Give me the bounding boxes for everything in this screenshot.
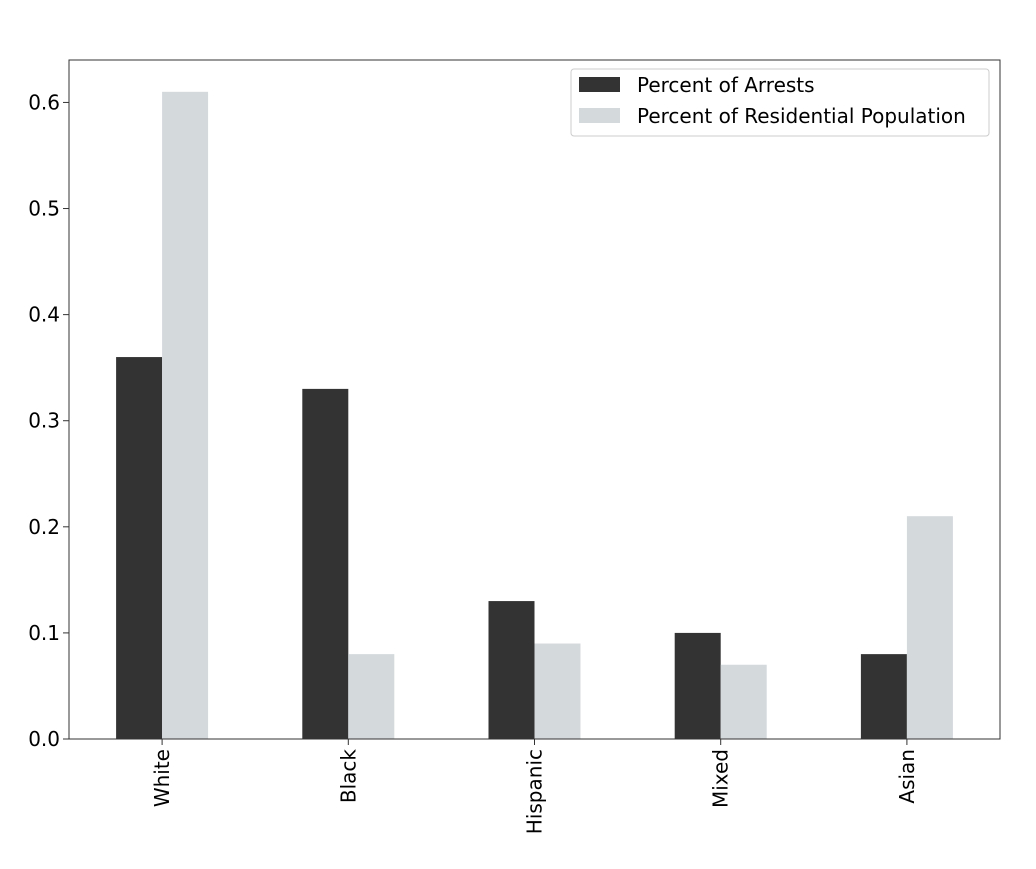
y-tick-label: 0.3 bbox=[28, 409, 60, 433]
bar-mixed-series-1 bbox=[720, 664, 767, 739]
x-tick-label-mixed: Mixed bbox=[709, 749, 733, 808]
legend-box bbox=[570, 68, 990, 137]
y-tick-label: 0.4 bbox=[28, 303, 60, 327]
x-tick-label-asian: Asian bbox=[895, 749, 919, 804]
bars-group bbox=[116, 91, 953, 739]
bar-asian-series-0 bbox=[860, 654, 907, 739]
x-tick-label-white: White bbox=[150, 749, 174, 807]
x-axis: White Black Hispanic Mixed Asian bbox=[150, 739, 919, 834]
bar-white-series-0 bbox=[116, 357, 163, 739]
bar-hispanic-series-0 bbox=[488, 601, 535, 739]
bar-mixed-series-0 bbox=[674, 632, 721, 739]
y-tick-label: 0.2 bbox=[28, 515, 60, 539]
y-tick-label: 0.0 bbox=[28, 727, 60, 751]
bar-black-series-0 bbox=[302, 388, 349, 739]
bar-hispanic-series-1 bbox=[534, 643, 581, 739]
bar-white-series-1 bbox=[162, 91, 209, 739]
x-tick-label-black: Black bbox=[336, 749, 360, 804]
legend: Percent of Arrests Percent of Residentia… bbox=[570, 68, 990, 137]
y-tick-label: 0.6 bbox=[28, 90, 60, 114]
y-axis: 0.0 0.1 0.2 0.3 0.4 0.5 0.6 bbox=[28, 90, 69, 751]
legend-label-arrests: Percent of Arrests bbox=[637, 73, 815, 97]
y-tick-label: 0.1 bbox=[28, 621, 60, 645]
x-tick-label-hispanic: Hispanic bbox=[523, 749, 547, 834]
legend-label-population: Percent of Residential Population bbox=[637, 104, 966, 128]
legend-swatch-arrests bbox=[579, 77, 620, 92]
y-tick-label: 0.5 bbox=[28, 197, 60, 221]
bar-black-series-1 bbox=[348, 654, 395, 739]
bar-asian-series-1 bbox=[906, 516, 953, 739]
legend-swatch-population bbox=[579, 108, 620, 123]
